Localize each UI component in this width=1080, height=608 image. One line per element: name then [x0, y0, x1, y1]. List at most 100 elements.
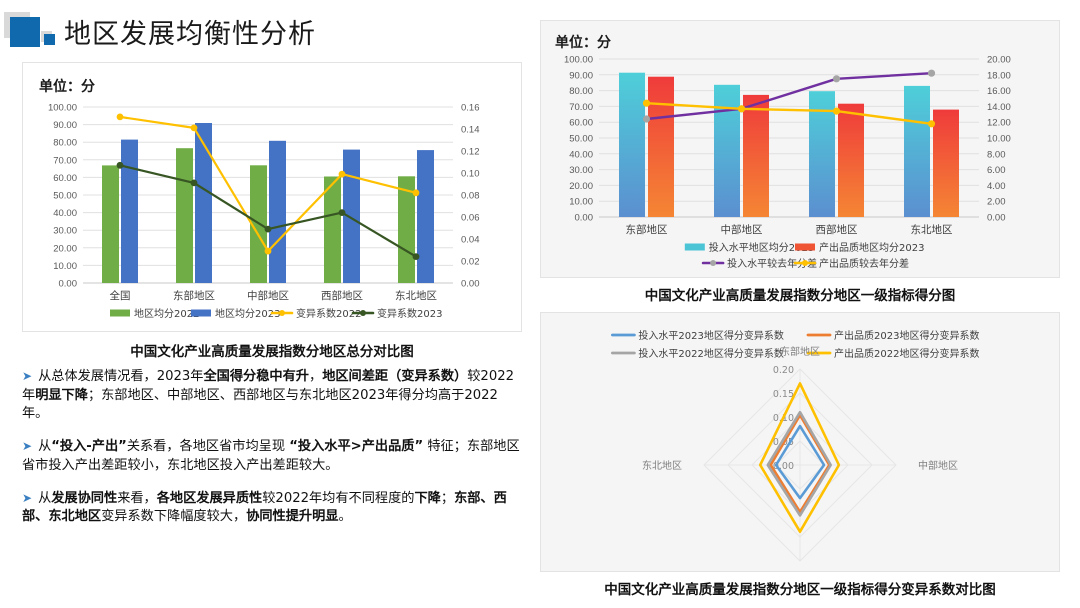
chart1-card: 单位：分 0.00 10.00 20.00 30.00 40.00 50.00 60.00 7… [22, 62, 522, 332]
svg-text:100.00: 100.00 [564, 55, 593, 66]
chart3-svg: 投入水平2023地区得分变异系数 产出品质2023地区得分变异系数投入水平2022… [611, 329, 979, 586]
svg-text:8.00: 8.00 [987, 149, 1006, 160]
svg-text:0.16: 0.16 [461, 103, 480, 114]
svg-text:0.00: 0.00 [773, 461, 794, 472]
analysis-paragraph-3: ➤ 从发展协同性来看，各地区发展异质性较2022年均有不同程度的下降；东部、西部、… [22, 490, 522, 527]
svg-text:14.00: 14.00 [987, 102, 1011, 113]
bullet-arrow-icon: ➤ [22, 369, 33, 383]
analysis-text: ➤ 从总体发展情况看，2023年全国得分稳中有升，地区间差距（变异系数）较2022… [22, 368, 522, 541]
chart2-caption: 中国文化产业高质量发展指数分地区一级指标得分图 [644, 288, 956, 304]
bar [269, 140, 286, 283]
bar [809, 91, 835, 217]
svg-text:东北地区: 东北地区 [911, 223, 953, 236]
line-marker [116, 113, 124, 121]
logo-icon [4, 12, 56, 50]
svg-text:90.00: 90.00 [569, 70, 593, 81]
svg-text:70.00: 70.00 [569, 102, 593, 113]
radar-axis-label: 东北地区 [642, 459, 682, 472]
svg-text:东部地区: 东部地区 [173, 289, 215, 302]
bar [195, 123, 212, 283]
svg-text:70.00: 70.00 [53, 155, 77, 166]
line-marker [116, 161, 124, 169]
svg-text:0.00: 0.00 [59, 279, 78, 290]
line-marker [832, 75, 841, 83]
analysis-paragraph-1: ➤ 从总体发展情况看，2023年全国得分稳中有升，地区间差距（变异系数）较2022… [22, 368, 522, 424]
svg-text:20.00: 20.00 [569, 181, 593, 192]
line-series [645, 101, 933, 126]
svg-text:东部地区: 东部地区 [626, 223, 668, 236]
svg-text:60.00: 60.00 [53, 173, 77, 184]
svg-text:0.00: 0.00 [987, 213, 1006, 224]
svg-text:中部地区: 中部地区 [721, 223, 763, 236]
svg-text:10.00: 10.00 [987, 134, 1011, 145]
line-marker [190, 124, 198, 132]
line-marker [264, 225, 272, 233]
svg-text:80.00: 80.00 [569, 86, 593, 97]
legend-label: 产出品质较去年分差 [819, 257, 909, 270]
bar [121, 139, 138, 283]
slide-header: 地区发展均衡性分析 [0, 10, 316, 52]
svg-text:4.00: 4.00 [987, 181, 1006, 192]
bar [343, 149, 360, 283]
legend-label: 投入水平地区均分2023 [709, 241, 814, 254]
svg-text:中部地区: 中部地区 [247, 289, 289, 302]
bullet-arrow-icon: ➤ [22, 439, 33, 454]
line-marker [264, 247, 272, 255]
legend-marker [360, 310, 366, 316]
analysis-text-run: 从 [38, 490, 52, 506]
svg-text:0.00: 0.00 [461, 279, 480, 290]
svg-text:30.00: 30.00 [569, 165, 593, 176]
analysis-text-run: 从 [38, 439, 52, 455]
svg-text:60.00: 60.00 [569, 118, 593, 129]
svg-text:40.00: 40.00 [569, 149, 593, 160]
analysis-text-run: 较2022年 [22, 369, 514, 403]
legend-marker [802, 260, 808, 266]
svg-text:10.00: 10.00 [569, 197, 593, 208]
line-marker [338, 209, 346, 217]
svg-text:0.02: 0.02 [461, 257, 480, 268]
svg-text:0.04: 0.04 [461, 235, 480, 246]
legend-label: 变异系数2022 [296, 307, 361, 320]
line-marker [190, 179, 198, 187]
bar [838, 103, 864, 217]
radar-series [766, 410, 833, 517]
line-marker [338, 170, 346, 178]
svg-text:西部地区: 西部地区 [321, 289, 363, 302]
svg-text:90.00: 90.00 [53, 120, 77, 131]
svg-text:2.00: 2.00 [987, 197, 1006, 208]
analysis-text-run: 较2022年均有不同程度的 [262, 490, 415, 506]
chart3-caption: 中国文化产业高质量发展指数分地区一级指标得分变异系数对比图 [604, 582, 996, 598]
line-marker [642, 115, 651, 123]
analysis-text-run: 特征；东部地区省市投入产出差距较小，东北地区投入产出差距较大。 [22, 439, 520, 473]
svg-text:0.20: 0.20 [773, 365, 794, 376]
svg-text:0.14: 0.14 [461, 125, 480, 136]
line-marker [737, 105, 746, 113]
legend-marker [710, 260, 717, 266]
bar [904, 85, 930, 218]
svg-text:0.00: 0.00 [575, 213, 594, 224]
legend-label: 地区均分2022 [134, 307, 199, 320]
svg-text:80.00: 80.00 [53, 138, 77, 149]
analysis-text-run: 关系看，各地区省市均呈现 [126, 439, 290, 455]
svg-text:0.08: 0.08 [461, 191, 480, 202]
bar [619, 72, 645, 217]
analysis-text-run: 东部、西部、东北地区 [22, 490, 507, 525]
svg-text:0.10: 0.10 [461, 169, 480, 180]
line-marker [412, 189, 420, 197]
line-marker [927, 69, 936, 77]
analysis-text-run: 下降 [414, 490, 441, 506]
svg-text:100.00: 100.00 [48, 103, 77, 114]
analysis-text-run: 明显下降 [35, 387, 88, 403]
bar [933, 109, 959, 217]
svg-text:50.00: 50.00 [53, 191, 77, 202]
svg-text:10.00: 10.00 [53, 261, 77, 272]
analysis-text-run: 各地区发展异质性 [156, 490, 263, 506]
legend-label: 产出品质2022地区得分变异系数 [834, 347, 979, 360]
analysis-text-run: “投入水平>产出品质” [289, 439, 424, 455]
analysis-text-run: ， [309, 369, 323, 384]
svg-text:西部地区: 西部地区 [816, 223, 858, 236]
legend-label: 变异系数2023 [377, 307, 442, 320]
bar [714, 84, 740, 217]
bar [398, 176, 415, 283]
bar [648, 76, 674, 217]
